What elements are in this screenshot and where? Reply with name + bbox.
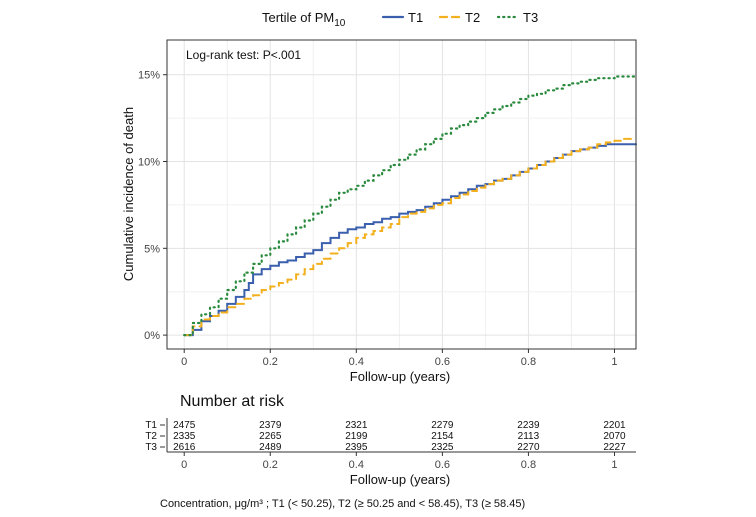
risk-cell: 2616 [173, 442, 196, 453]
y-tick-label: 15% [138, 70, 160, 82]
risk-x-tick-label: 0.6 [435, 459, 450, 471]
series-line-t2 [183, 137, 637, 337]
panel-border [166, 39, 637, 350]
risk-cell: 2325 [431, 442, 454, 453]
risk-cell: 2395 [345, 442, 368, 453]
legend-label-t2: T2 [465, 10, 480, 25]
series-lines [183, 75, 638, 337]
risk-cell: 2475 [173, 420, 196, 431]
risk-table-x-ticks: 0 0.2 0.4 0.6 0.8 1 [181, 452, 618, 471]
x-axis-ticks: 0 0.2 0.4 0.6 0.8 1 [181, 349, 618, 368]
plot-panel: Log-rank test: P<.001 0% 5% 10% 15% 0 0.2 0.4… [121, 39, 638, 384]
risk-cell: 2113 [518, 431, 540, 442]
legend-title: Tertile of PM10 [262, 10, 346, 29]
risk-x-tick-label: 0 [181, 459, 187, 471]
risk-cell: 2489 [259, 442, 282, 453]
risk-x-tick-label: 0.4 [349, 459, 364, 471]
risk-row-label: T3 [145, 442, 157, 453]
risk-cell: 2379 [259, 420, 282, 431]
risk-table-x-title: Follow-up (years) [350, 472, 450, 487]
risk-x-tick-label: 0.2 [263, 459, 278, 471]
risk-rows: T1 2475 2379 2321 2279 2239 2201 T2 2335 2265 2199… [145, 418, 626, 453]
risk-cell: 2270 [517, 442, 540, 453]
x-tick-label: 1 [611, 356, 617, 368]
risk-cell: 2227 [603, 442, 626, 453]
x-tick-label: 0.8 [521, 356, 536, 368]
legend: Tertile of PM10 T1 T2 T3 [262, 10, 538, 29]
logrank-annotation: Log-rank test: P<.001 [186, 48, 301, 62]
risk-table-title: Number at risk [180, 393, 285, 410]
series-line-t3 [183, 75, 638, 337]
x-tick-label: 0.2 [263, 356, 278, 368]
risk-x-tick-label: 1 [611, 459, 617, 471]
risk-cell: 2201 [603, 420, 626, 431]
risk-table: Number at risk T1 2475 2379 2321 2279 2239 220… [145, 393, 636, 487]
series-line-t1 [183, 143, 637, 337]
risk-cell: 2335 [173, 431, 196, 442]
x-tick-label: 0.6 [435, 356, 450, 368]
x-tick-label: 0.4 [349, 356, 364, 368]
risk-cell: 2070 [603, 431, 626, 442]
risk-cell: 2239 [517, 420, 540, 431]
risk-row-label: T1 [145, 420, 157, 431]
legend-label-t3: T3 [523, 10, 538, 25]
y-tick-label: 5% [144, 243, 160, 255]
y-tick-label: 0% [144, 330, 160, 342]
grid [167, 40, 636, 349]
risk-cell: 2199 [345, 431, 368, 442]
legend-label-t1: T1 [408, 10, 423, 25]
x-tick-label: 0 [181, 356, 187, 368]
footnote: Concentration, μg/m³ ; T1 (< 50.25), T2 … [160, 498, 525, 510]
risk-cell: 2154 [431, 431, 454, 442]
risk-cell: 2279 [431, 420, 454, 431]
y-axis-title: Cumulative incidence of death [121, 107, 136, 281]
legend-items: T1 T2 T3 [381, 10, 538, 25]
risk-x-tick-label: 0.8 [521, 459, 536, 471]
risk-cell: 2265 [259, 431, 282, 442]
risk-row-label: T2 [145, 431, 157, 442]
risk-cell: 2321 [345, 420, 368, 431]
x-axis-title: Follow-up (years) [350, 369, 450, 384]
y-tick-label: 10% [138, 157, 160, 169]
y-axis-ticks: 0% 5% 10% 15% [138, 70, 167, 342]
